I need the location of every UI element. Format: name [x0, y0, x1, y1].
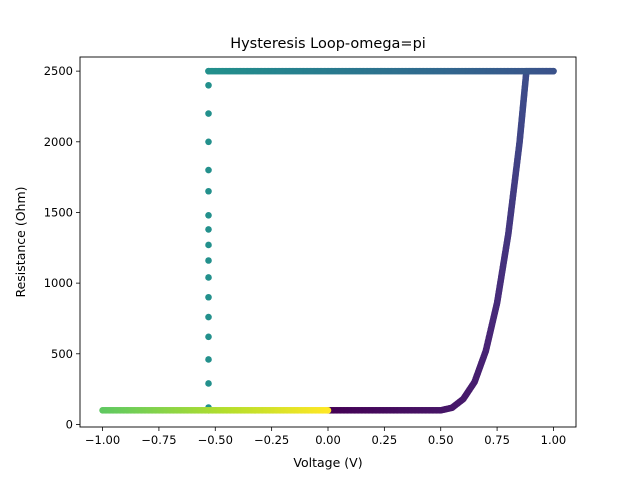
y-tick-label: 500 [51, 347, 73, 361]
x-tick-label: 0.50 [428, 433, 454, 447]
data-point [205, 356, 212, 363]
x-axis-label: Voltage (V) [293, 455, 362, 470]
data-point [205, 81, 212, 89]
data-point [205, 67, 212, 75]
x-axis: −1.00 −0.75 −0.50 −0.25 0.00 0.25 0.50 0.75 1.00 [85, 427, 566, 447]
x-tick-label: 1.00 [541, 433, 567, 447]
y-tick-label: 1500 [44, 205, 73, 219]
data-point [205, 241, 212, 249]
x-tick-label: 0.00 [315, 433, 341, 447]
y-tick-label: 1000 [44, 276, 73, 290]
data-point [205, 274, 212, 281]
y-tick-label: 2000 [44, 135, 73, 149]
y-axis-label: Resistance (Ohm) [13, 186, 28, 297]
data-point [205, 138, 212, 146]
y-tick-label: 2500 [44, 64, 73, 78]
data-point [205, 380, 212, 387]
x-tick-label: −1.00 [85, 433, 120, 447]
data-point [205, 333, 212, 341]
data-point [205, 187, 212, 195]
data-point [205, 211, 212, 219]
chart-title: Hysteresis Loop-omega=pi [230, 36, 426, 52]
y-tick-label: 0 [66, 417, 73, 431]
data-point [205, 293, 212, 301]
data-point [205, 257, 212, 264]
x-tick-label: −0.25 [254, 433, 289, 447]
plot-marks [99, 67, 557, 414]
data-point [205, 166, 212, 174]
data-point [205, 226, 212, 233]
x-tick-label: −0.75 [141, 433, 176, 447]
y-axis: 0 500 1000 1500 2000 2500 [44, 64, 80, 431]
x-tick-label: 0.25 [372, 433, 398, 447]
data-point [205, 110, 212, 117]
x-tick-label: −0.50 [198, 433, 233, 447]
x-tick-label: 0.75 [484, 433, 510, 447]
data-point [205, 313, 212, 321]
data-point [324, 407, 332, 414]
